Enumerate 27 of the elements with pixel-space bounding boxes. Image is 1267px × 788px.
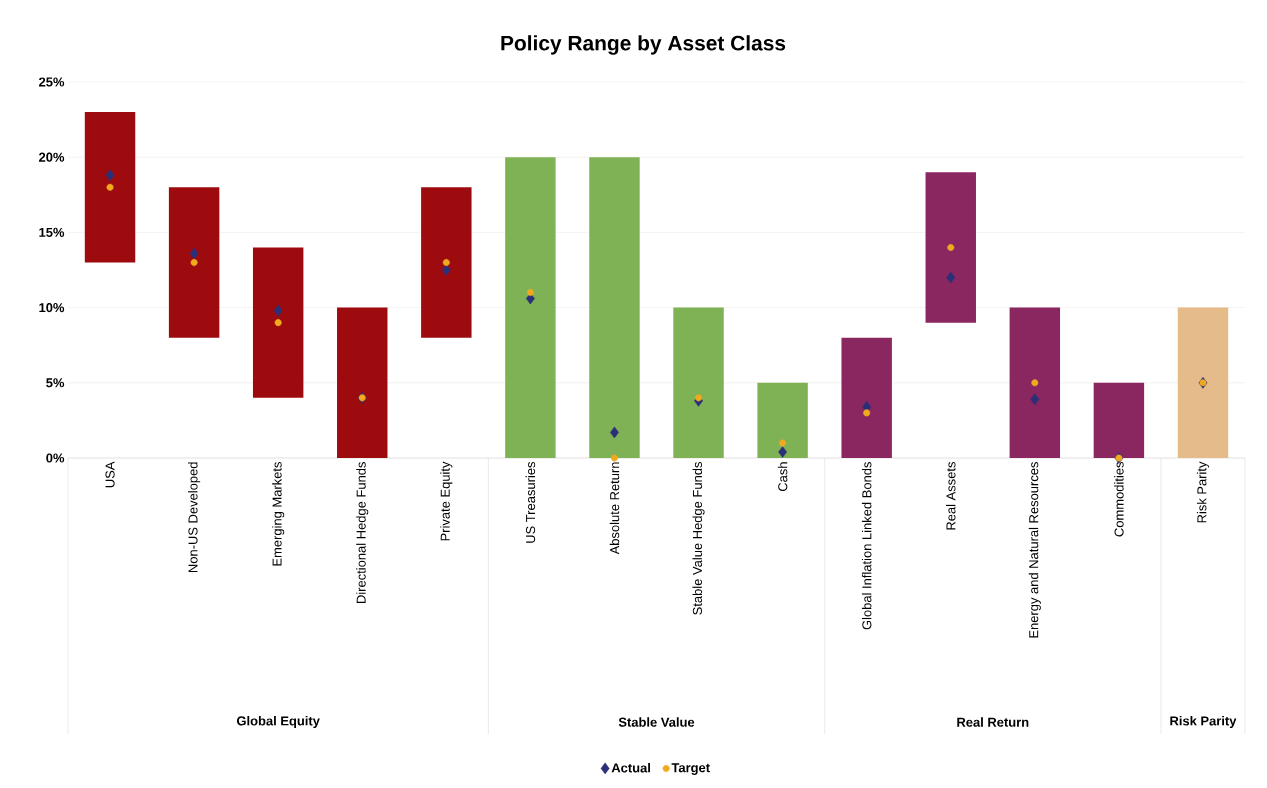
y-tick-label: 10% — [39, 303, 65, 313]
y-tick-label: 15% — [39, 227, 65, 237]
x-tick-label: USA — [105, 461, 115, 488]
x-tick-label: Cash — [777, 462, 788, 492]
y-tick-label: 20% — [39, 152, 65, 162]
text: Global Equity — [236, 715, 320, 729]
x-tick-label: Commodities — [1114, 461, 1124, 537]
y-tick-label: 25% — [39, 77, 65, 87]
legend-label: Target — [671, 763, 710, 775]
x-tick-label: Energy and Natural Resources — [1028, 462, 1041, 638]
text: Stable Value — [618, 717, 695, 727]
x-tick-label: Stable Value Hedge Funds — [692, 462, 705, 615]
y-tick-label: 5% — [46, 378, 65, 388]
text: Real Return — [957, 717, 1029, 727]
x-tick-label: Absolute Return — [609, 462, 620, 555]
text: Risk Parity — [1170, 715, 1237, 729]
legend-label: Actual — [611, 762, 650, 773]
y-tick-label: 0% — [46, 453, 65, 463]
x-tick-label: Private Equity — [440, 461, 453, 541]
chart-title: Policy Range by Asset Class — [501, 35, 786, 55]
x-tick-label: Risk Parity — [1196, 461, 1209, 523]
x-tick-label: Global Inflation Linked Bonds — [861, 462, 872, 630]
x-tick-label: Non-US Developed — [188, 462, 201, 573]
x-tick-label: Real Assets — [945, 462, 956, 530]
x-tick-label: Directional Hedge Funds — [356, 462, 369, 603]
x-tick-label: US Treasuries — [525, 461, 536, 543]
x-tick-label: Emerging Markets — [272, 462, 285, 566]
